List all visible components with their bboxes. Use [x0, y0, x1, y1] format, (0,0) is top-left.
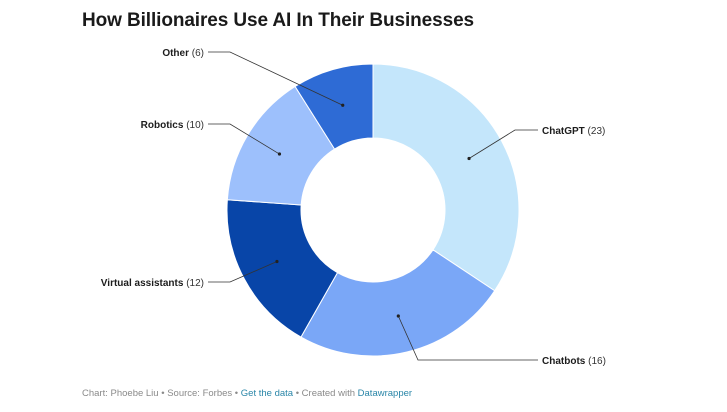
label-category: Virtual assistants: [101, 278, 184, 289]
label-chatbots: Chatbots (16): [542, 356, 606, 367]
chart-title: How Billionaires Use AI In Their Busines…: [82, 10, 475, 31]
label-category: Chatbots: [542, 356, 586, 367]
leader-line-virtual-assistants: [208, 261, 278, 283]
label-robotics: Robotics (10): [141, 120, 204, 131]
label-chatgpt: ChatGPT (23): [542, 126, 605, 137]
label-other: Other (6): [162, 48, 204, 59]
label-category: ChatGPT: [542, 126, 585, 137]
slice-chatgpt[interactable]: [372, 63, 520, 292]
leader-lines-group: [208, 51, 538, 361]
footer-separator: •: [293, 388, 302, 399]
leader-dot-virtual-assistants: [275, 259, 279, 264]
slice-virtual-assistants[interactable]: [226, 199, 339, 338]
footer-separator: •: [232, 388, 241, 399]
get-the-data-link[interactable]: Get the data: [240, 388, 294, 399]
leader-line-chatbots: [397, 315, 538, 361]
footer-created-with: Created with: [301, 388, 358, 399]
label-category: Robotics: [141, 120, 184, 131]
leader-dot-chatgpt: [467, 156, 471, 161]
footer-credit: Chart: Phoebe Liu: [82, 388, 159, 399]
label-value: (23): [585, 126, 606, 137]
slice-chatbots[interactable]: [300, 249, 496, 357]
datawrapper-link[interactable]: Datawrapper: [357, 388, 413, 399]
label-virtual-assistants: Virtual assistants (12): [101, 278, 204, 289]
label-value: (16): [585, 356, 606, 367]
slices-group: [226, 63, 520, 357]
label-value: (10): [183, 120, 204, 131]
leader-line-other: [208, 51, 343, 106]
footer-separator: •: [158, 388, 168, 399]
leader-dot-robotics: [277, 152, 282, 156]
footer-source: Source: Forbes: [167, 388, 233, 399]
label-value: (12): [183, 278, 204, 289]
leader-line-robotics: [208, 123, 280, 155]
labels-group: ChatGPT (23) Chatbots (16) Virtual assista…: [101, 48, 606, 367]
leader-line-chatgpt: [468, 129, 538, 159]
slice-other[interactable]: [294, 63, 374, 150]
leader-dot-chatbots: [396, 314, 400, 318]
label-category: Other: [162, 48, 189, 59]
chart-footer: Chart: Phoebe Liu • Source: Forbes • Get…: [82, 388, 412, 399]
label-value: (6): [189, 48, 204, 59]
leader-dot-other: [341, 103, 345, 107]
